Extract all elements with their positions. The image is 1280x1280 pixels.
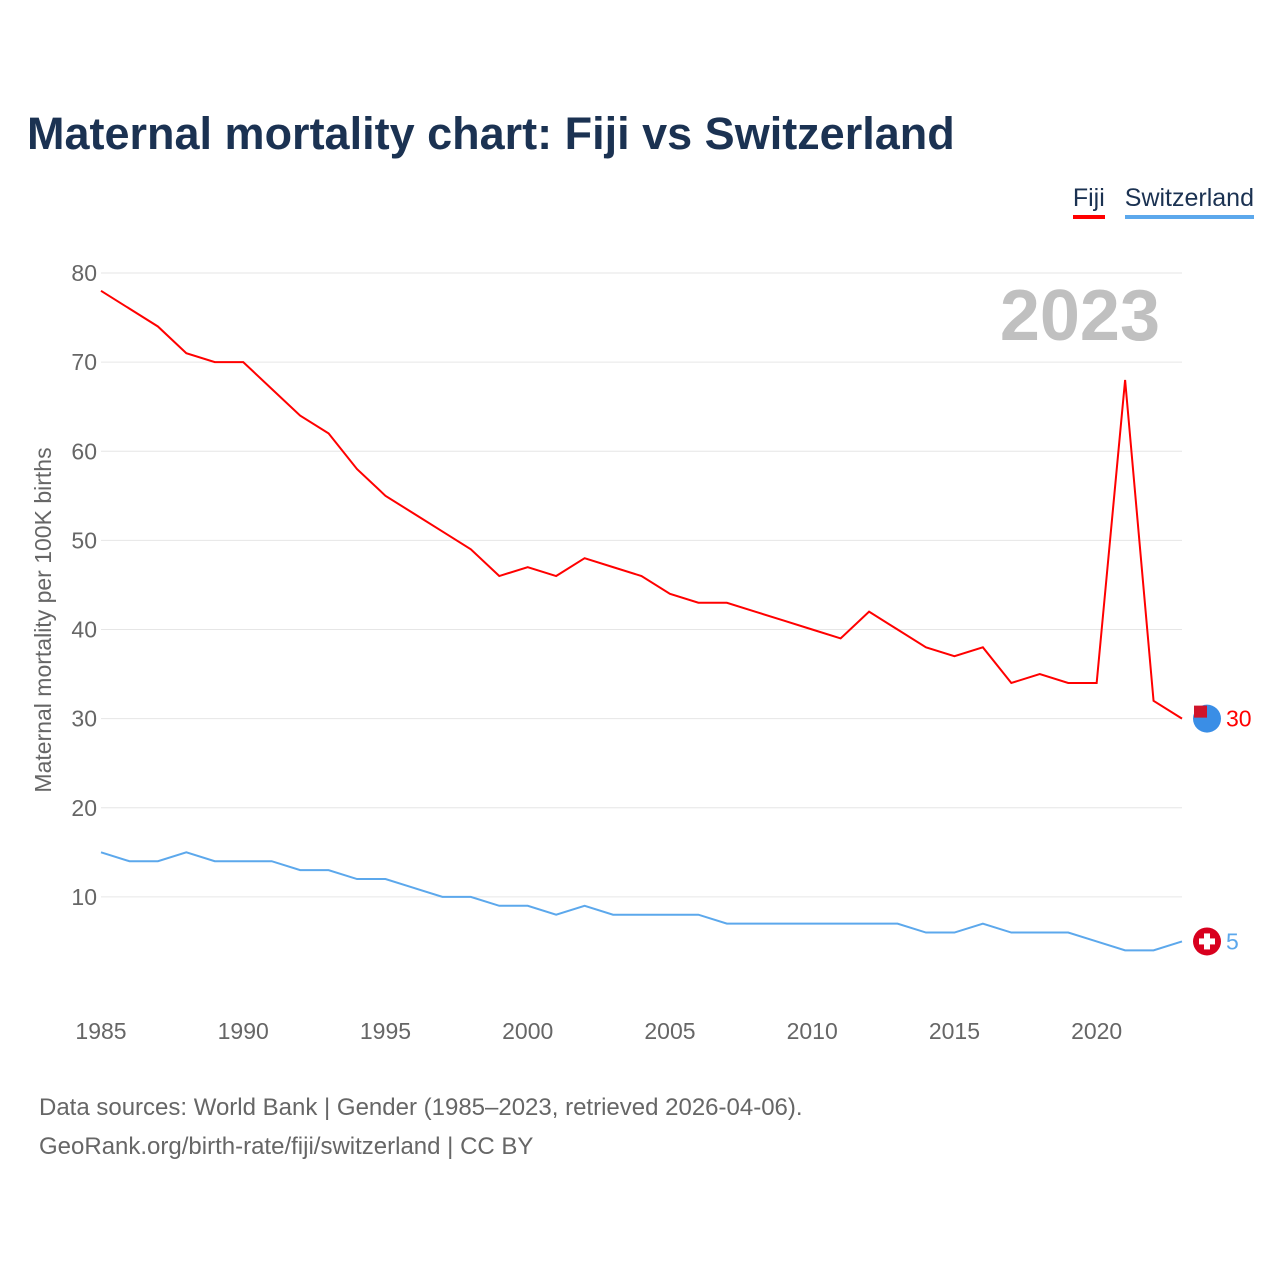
- x-tick-label: 2005: [644, 1018, 695, 1044]
- y-tick-label: 20: [71, 795, 97, 821]
- y-tick-label: 80: [71, 260, 97, 286]
- y-tick-label: 60: [71, 438, 97, 464]
- x-tick-label: 2015: [929, 1018, 980, 1044]
- source-line-1: Data sources: World Bank | Gender (1985–…: [39, 1094, 803, 1121]
- y-tick-label: 50: [71, 527, 97, 553]
- line-chart: 10 20 30 40 50 60 70 80 1985 1990 1995 2000 2005 2010…: [30, 260, 1252, 1044]
- y-tick-label: 30: [71, 706, 97, 732]
- swiss-cross-h: [1199, 938, 1215, 945]
- y-tick-label: 70: [71, 349, 97, 375]
- x-tick-label: 2000: [502, 1018, 553, 1044]
- y-tick-label: 10: [71, 884, 97, 910]
- source-note: Data sources: World Bank | Gender (1985–…: [39, 1088, 803, 1166]
- legend-item-switzerland[interactable]: Switzerland: [1124, 184, 1254, 219]
- fiji-flag-union: [1194, 705, 1207, 718]
- x-tick-label: 1990: [218, 1018, 269, 1044]
- source-line-2[interactable]: GeoRank.org/birth-rate/fiji/switzerland …: [39, 1133, 534, 1160]
- x-tick-label: 2010: [787, 1018, 838, 1044]
- x-tick-label: 1985: [75, 1018, 126, 1044]
- series-line-fiji: [100, 289, 1183, 720]
- y-tick-label: 40: [71, 617, 97, 643]
- end-value-label-fiji: 30: [1226, 706, 1252, 732]
- y-axis-label: Maternal mortality per 100K births: [30, 447, 56, 792]
- legend-item-fiji[interactable]: Fiji: [1072, 184, 1105, 219]
- year-label: 2023: [1000, 276, 1160, 356]
- end-value-label-switzerland: 5: [1226, 928, 1239, 954]
- x-tick-label: 2020: [1071, 1018, 1122, 1044]
- x-tick-label: 1995: [360, 1018, 411, 1044]
- chart-title: Maternal mortality chart: Fiji vs Switze…: [27, 108, 955, 159]
- series-line-switzerland: [100, 851, 1183, 952]
- legend: Fiji Switzerland: [1072, 184, 1254, 219]
